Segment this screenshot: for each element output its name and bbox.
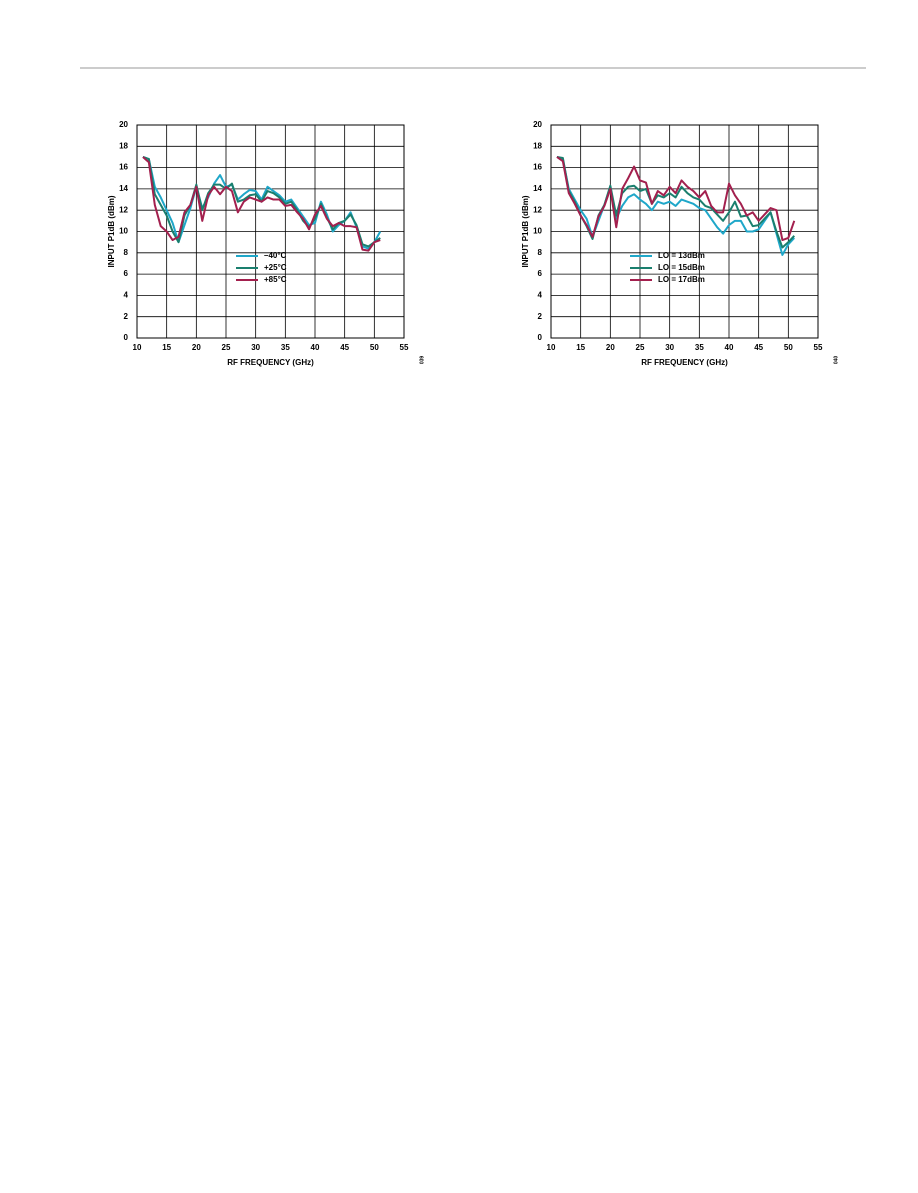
y-axis-label: INPUT P1dB (dBm): [107, 195, 116, 267]
legend-label: LO = 13dBm: [658, 251, 705, 260]
y-tick-label: 4: [124, 291, 129, 300]
y-tick-label: 16: [533, 163, 542, 172]
y-tick-label: 2: [538, 312, 543, 321]
x-tick-label: 15: [162, 343, 171, 352]
x-tick-label: 25: [636, 343, 645, 352]
x-tick-label: 10: [133, 343, 142, 352]
series-line: [142, 156, 381, 252]
legend-label: –40°C: [264, 251, 287, 260]
x-axis-label: RF FREQUENCY (GHz): [641, 358, 728, 367]
figure-id: 039: [419, 356, 425, 365]
y-tick-label: 8: [538, 248, 543, 257]
y-axis-label: INPUT P1dB (dBm): [521, 195, 530, 267]
x-tick-label: 35: [695, 343, 704, 352]
x-tick-label: 40: [311, 343, 320, 352]
x-tick-label: 30: [665, 343, 674, 352]
y-tick-label: 12: [119, 205, 128, 214]
x-tick-label: 25: [222, 343, 231, 352]
series-line: [556, 156, 796, 242]
x-tick-label: 35: [281, 343, 290, 352]
x-tick-label: 20: [606, 343, 615, 352]
x-tick-label: 50: [784, 343, 793, 352]
y-tick-label: 14: [533, 184, 542, 193]
y-tick-label: 12: [533, 205, 542, 214]
x-tick-label: 20: [192, 343, 201, 352]
y-tick-label: 16: [119, 163, 128, 172]
x-tick-label: 45: [754, 343, 763, 352]
y-tick-label: 0: [538, 333, 543, 342]
x-tick-label: 10: [547, 343, 556, 352]
legend-label: +85°C: [264, 275, 287, 284]
y-tick-label: 2: [124, 312, 129, 321]
x-tick-label: 55: [400, 343, 409, 352]
y-tick-label: 10: [119, 227, 128, 236]
y-tick-label: 6: [124, 269, 129, 278]
y-tick-label: 18: [119, 141, 128, 150]
y-tick-label: 10: [533, 227, 542, 236]
y-tick-label: 8: [124, 248, 129, 257]
x-tick-label: 40: [725, 343, 734, 352]
y-tick-label: 4: [538, 291, 543, 300]
y-tick-label: 20: [119, 120, 128, 129]
x-tick-label: 55: [814, 343, 823, 352]
y-tick-label: 18: [533, 141, 542, 150]
legend-label: LO = 15dBm: [658, 263, 705, 272]
y-tick-label: 0: [124, 333, 129, 342]
x-tick-label: 15: [576, 343, 585, 352]
legend-label: LO = 17dBm: [658, 275, 705, 284]
plot-frame: [136, 124, 405, 339]
y-tick-label: 20: [533, 120, 542, 129]
x-tick-label: 30: [251, 343, 260, 352]
x-tick-label: 50: [370, 343, 379, 352]
legend-label: +25°C: [264, 263, 287, 272]
y-tick-label: 6: [538, 269, 543, 278]
plot-frame: [550, 124, 819, 339]
y-tick-label: 14: [119, 184, 128, 193]
x-axis-label: RF FREQUENCY (GHz): [227, 358, 314, 367]
figure-id: 040: [833, 356, 839, 365]
x-tick-label: 45: [340, 343, 349, 352]
